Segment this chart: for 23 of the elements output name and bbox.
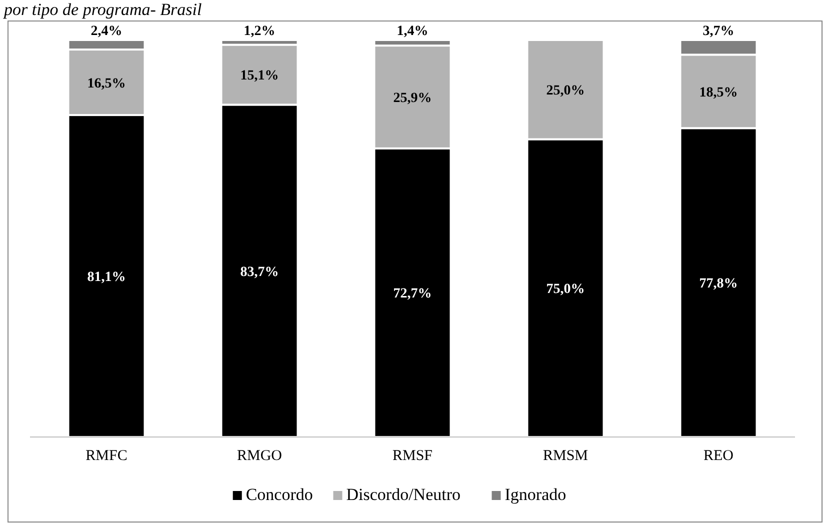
- data-label: 25,9%: [393, 90, 432, 106]
- data-label: 83,7%: [240, 264, 279, 280]
- x-tick-label: RMSF: [392, 448, 433, 464]
- data-label: 1,4%: [396, 24, 428, 39]
- x-tick-label: RMFC: [86, 448, 128, 464]
- data-label: 18,5%: [699, 85, 738, 100]
- legend-label: Ignorado: [504, 485, 566, 504]
- data-label: 72,7%: [393, 286, 432, 302]
- data-label: 3,7%: [702, 24, 734, 39]
- x-tick-label: RMSM: [542, 448, 588, 464]
- x-tick-label: RMGO: [236, 448, 282, 464]
- legend-label: Discordo/Neutro: [346, 485, 461, 504]
- data-label: 75,0%: [546, 282, 585, 298]
- legend-label: Concordo: [246, 485, 313, 504]
- data-label: 77,8%: [699, 276, 738, 292]
- data-label: 81,1%: [87, 270, 126, 286]
- data-label: 25,0%: [546, 84, 585, 99]
- x-tick-label: REO: [704, 448, 734, 464]
- chart-title: por tipo de programa- Brasil: [3, 0, 202, 19]
- data-label: 2,4%: [90, 24, 122, 39]
- data-label: 1,2%: [244, 24, 276, 39]
- data-label: 15,1%: [240, 68, 279, 84]
- data-label: 16,5%: [87, 76, 126, 92]
